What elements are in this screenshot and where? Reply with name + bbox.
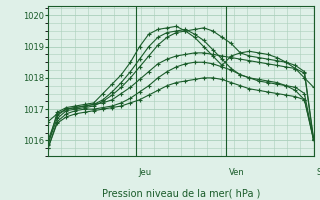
- Text: Ven: Ven: [228, 168, 244, 177]
- Text: Pression niveau de la mer( hPa ): Pression niveau de la mer( hPa ): [102, 189, 260, 199]
- Text: Sam: Sam: [316, 168, 320, 177]
- Text: Jeu: Jeu: [138, 168, 151, 177]
